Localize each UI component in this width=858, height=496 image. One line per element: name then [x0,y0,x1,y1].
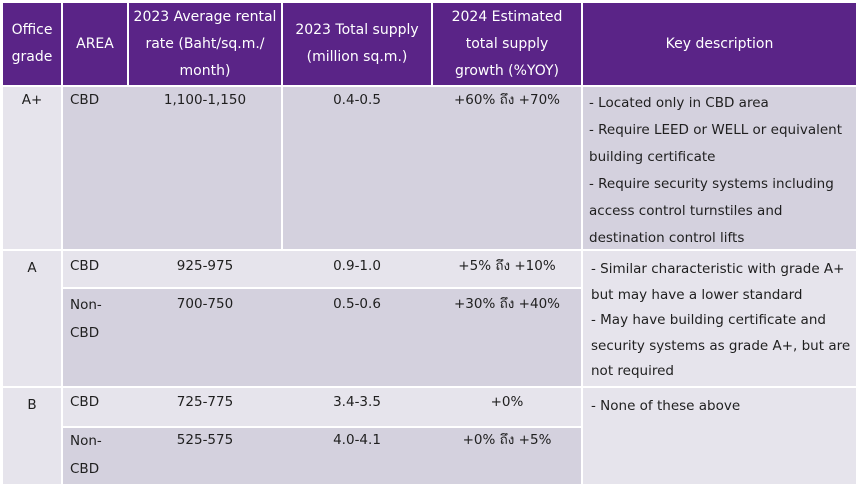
header-supply-growth: 2024 Estimated total supply growth (%YOY… [433,3,581,85]
supply-a-cbd: 0.9-1.0 [333,258,381,274]
grade-cell-a: A [3,251,61,386]
supply-aplus: 0.4-0.5 [333,92,381,108]
column-divider [127,87,129,484]
growth-a-cbd: +5% ถึง +10% [458,258,556,274]
description-a-line: - Similar characteristic with grade A+ [591,261,845,277]
growth-b-cbd: +0% [490,394,524,410]
description-aplus-line: - Located only in CBD area [589,95,769,111]
description-a: - Similar characteristic with grade A+ b… [583,251,856,386]
rent-a-cbd: 925-975 [176,258,234,274]
table-row-aplus-area [63,87,281,249]
growth-aplus: +60% ถึง +70% [454,92,560,108]
description-a-line: security systems as grade A+, but are [591,337,851,354]
header-total-supply: 2023 Total supply (million sq.m.) [283,3,431,85]
growth-a-noncbd: +30% ถึง +40% [454,296,560,312]
supply-b-noncbd: 4.0-4.1 [333,432,381,448]
growth-b-noncbd: +0% ถึง +5% [462,432,552,448]
area-aplus: CBD [70,92,100,108]
supply-b-cbd: 3.4-3.5 [333,394,381,410]
area-b-noncbd: Non-CBD [70,433,102,477]
description-a-line: but may have a lower standard [591,286,803,303]
header-rental-rate-text: 2023 Average rental rate (Baht/sq.m./ mo… [133,8,277,79]
grade-cell-b: B [3,388,61,484]
supply-a-noncbd: 0.5-0.6 [333,296,381,312]
description-a-line: not required [591,363,674,379]
rent-b-noncbd: 525-575 [176,432,234,448]
table-row-a-cbd-bg [63,251,581,287]
description-aplus-line: building certificate [589,149,716,165]
header-office-grade: Office grade [3,3,61,85]
office-grade-table: Office grade AREA 2023 Average rental ra… [3,3,856,484]
rent-b-cbd: 725-775 [176,394,234,410]
area-a-noncbd: Non-CBD [70,297,102,341]
header-supply-growth-text: 2024 Estimated total supply growth (%YOY… [451,8,563,79]
header-area-text: AREA [76,35,114,52]
description-aplus-line: access control turnstiles and [589,203,783,219]
description-a-line: - May have building certificate and [591,312,826,328]
description-aplus-line: - Require LEED or WELL or equivalent [589,122,842,138]
header-office-grade-text: Office grade [11,22,53,65]
area-a-cbd: CBD [70,258,100,274]
table-row-b-cbd-bg [63,388,581,426]
grade-a-text: A [27,260,37,276]
header-rental-rate: 2023 Average rental rate (Baht/sq.m./ mo… [129,3,281,85]
rent-aplus: 1,100-1,150 [163,92,247,108]
description-b-line: - None of these above [591,398,741,414]
table-row-aplus-supply-bg [283,87,581,249]
table-row-a-noncbd-bg [63,289,581,386]
description-b: - None of these above [583,388,856,484]
grade-aplus-text: A+ [21,92,43,108]
header-area: AREA [63,3,127,85]
table-row-b-noncbd-bg [63,428,581,484]
area-b-cbd: CBD [70,394,100,410]
description-aplus-line: destination control lifts [589,230,745,246]
header-total-supply-text: 2023 Total supply (million sq.m.) [295,22,419,65]
header-key-description: Key description [583,3,856,85]
grade-b-text: B [27,397,37,413]
header-key-description-text: Key description [665,35,774,52]
grade-cell-aplus: A+ [3,87,61,249]
description-aplus-line: - Require security systems including [589,176,834,192]
description-aplus: - Located only in CBD area - Require LEE… [583,87,856,249]
rent-a-noncbd: 700-750 [176,296,234,312]
